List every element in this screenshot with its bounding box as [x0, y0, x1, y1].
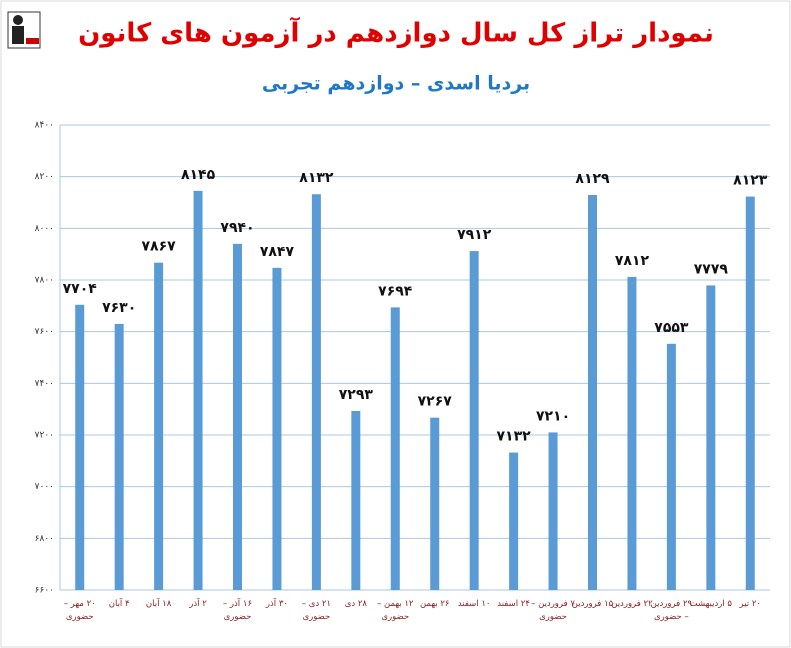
y-tick-label: ۷۰۰۰ [35, 482, 54, 492]
bar [311, 194, 321, 590]
bar [627, 276, 637, 590]
value-label: ۷۲۶۷ [418, 394, 453, 410]
bar [272, 267, 282, 590]
bar [745, 196, 755, 590]
x-tick-label: ۲۶ بهمن [419, 599, 450, 609]
x-tick-label: ۱۰ اسفند [457, 599, 491, 609]
value-label: ۷۹۱۲ [457, 227, 492, 243]
y-tick-label: ۸۴۰۰ [35, 121, 54, 131]
y-tick-label: ۷۴۰۰ [35, 379, 54, 389]
x-tick-label: ۱۲ بهمن – حضوری [377, 599, 414, 622]
bar [666, 343, 676, 590]
bar [469, 251, 479, 591]
x-tick-label: ۴ آبان [108, 599, 130, 609]
x-tick-label: ۱۶ آذر – حضوری [222, 599, 253, 622]
y-tick-label: ۷۸۰۰ [35, 276, 54, 286]
bar [233, 243, 242, 591]
bar [548, 432, 558, 590]
value-label: ۷۷۷۹ [694, 261, 729, 277]
value-label: ۷۸۱۲ [615, 253, 650, 269]
chart-title: نمودار تراز کل سال دوازدهم در آزمون های … [78, 17, 714, 49]
value-label: ۷۷۰۴ [63, 281, 98, 297]
x-tick-label: ۲۰ مهر – حضوری [63, 599, 96, 622]
x-tick-label: ۲۲ فروردین [611, 599, 653, 609]
value-label: ۷۵۵۳ [654, 320, 689, 336]
value-label: ۸۱۴۵ [181, 167, 216, 183]
bar [509, 452, 519, 590]
x-tick-label: ۵ اردیبهشت [689, 599, 732, 609]
y-tick-label: ۶۸۰۰ [35, 534, 54, 544]
value-label: ۷۲۹۳ [339, 387, 374, 403]
value-label: ۸۱۳۲ [299, 170, 334, 186]
bar [588, 195, 597, 590]
value-label: ۷۶۹۴ [378, 283, 413, 299]
value-label: ۷۲۱۰ [536, 408, 570, 424]
value-label: ۷۹۴۰ [220, 220, 254, 236]
x-tick-label: ۲۸ دی [344, 599, 367, 609]
x-tick-label: ۱۵ فروردین [571, 599, 614, 609]
bar [706, 285, 716, 590]
x-tick-label: ۲ آذر [189, 599, 207, 609]
value-label: ۸۱۲۹ [575, 171, 610, 187]
bar [114, 323, 124, 590]
x-tick-label: ۳۰ آذر [265, 599, 288, 609]
value-label: ۷۱۳۲ [497, 429, 532, 445]
y-tick-label: ۷۶۰۰ [35, 327, 54, 337]
x-tick-label: ۲۹ فروردین – حضوری [650, 599, 693, 622]
chart-subtitle: بردیا اسدی – دوازدهم تجربی [262, 73, 530, 95]
bar [351, 410, 361, 590]
bar [75, 304, 85, 590]
x-tick-label: ۲۰ تیر [739, 599, 761, 609]
bar [193, 190, 203, 590]
bar [154, 262, 164, 590]
y-tick-label: ۷۲۰۰ [35, 431, 54, 441]
value-label: ۷۸۶۷ [142, 239, 177, 255]
bar [430, 417, 440, 590]
value-label: ۷۸۴۷ [260, 244, 295, 260]
y-tick-label: ۶۶۰۰ [35, 586, 54, 596]
y-tick-label: ۸۰۰۰ [35, 224, 54, 234]
x-tick-label: ۲۱ دی – حضوری [301, 599, 331, 622]
value-label: ۷۶۳۰ [102, 300, 136, 316]
logo [7, 11, 41, 49]
bar [390, 307, 400, 590]
x-tick-label: ۱۸ آبان [145, 599, 172, 609]
x-tick-label: ۷ فروردین – حضوری [531, 599, 575, 622]
x-tick-label: ۲۴ اسفند [497, 599, 530, 609]
y-tick-label: ۸۲۰۰ [35, 172, 54, 182]
value-label: ۸۱۲۳ [733, 173, 768, 189]
